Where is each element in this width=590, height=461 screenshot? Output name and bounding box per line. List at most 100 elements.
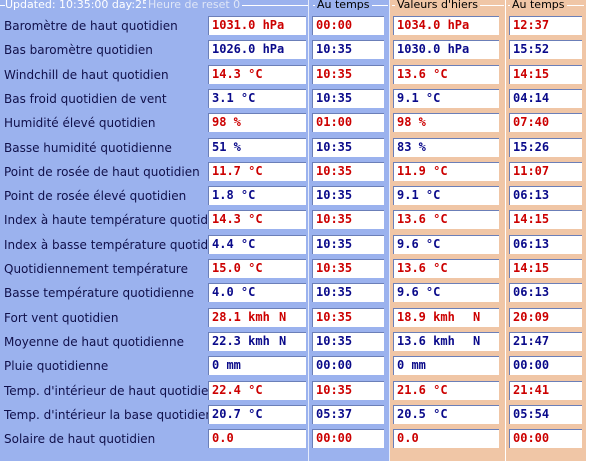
yesterday-time-cell: 00:00: [509, 356, 582, 376]
yesterday-value-cell: 83 %: [393, 137, 499, 157]
table-row: Point de rosée élevé quotidien 1.8 °C 10:3…: [0, 186, 590, 207]
today-value-cell-text: 14.3 °C: [212, 66, 263, 81]
today-value-cell-text: 3.1 °C: [212, 90, 256, 105]
today-time-cell: 10:35: [312, 331, 384, 351]
today-time-cell: 10:35: [312, 161, 384, 181]
today-value-cell-text: 98 %: [212, 115, 241, 130]
yesterday-value-cell-text: 13.6 °C: [397, 66, 448, 81]
yesterday-value-cell: 9.1 °C: [393, 186, 499, 206]
table-row: Windchill de haut quotidien 14.3 °C 10:35 1…: [0, 64, 590, 86]
today-value-cell: 28.1 kmh N: [208, 307, 306, 327]
table-row: Quotidiennement température 15.0 °C 10:35 1…: [0, 259, 590, 280]
yesterday-time-cell: 14:15: [509, 259, 582, 278]
today-time-cell-text: 01:00: [316, 115, 353, 130]
today-time-cell-text: 10:35: [316, 66, 353, 81]
yesterday-value-cell-text: 9.6 °C: [397, 236, 441, 251]
table-row: Basse humidité quotidienne 51 % 10:35 83 % 1…: [0, 137, 590, 159]
yesterday-value-cell-text: 9.1 °C: [397, 188, 441, 203]
today-value-cell-text: 0 mm: [212, 358, 241, 373]
yesterday-value-cell: 9.6 °C: [393, 283, 499, 303]
yesterday-value-cell-text: 20.5 °C: [397, 406, 448, 421]
today-time-header: Au temps: [315, 0, 372, 11]
yesterday-value-cell-text: 13.6 kmh: [397, 333, 455, 348]
yesterday-value-cell: 13.6 °C: [393, 210, 499, 230]
yesterday-value-cell: 18.9 kmh N: [393, 307, 499, 327]
today-value-cell: 22.3 kmh N: [208, 331, 306, 351]
yesterday-values-header: Valeurs d'hiers: [395, 0, 481, 11]
today-value-cell-text: 20.7 °C: [212, 406, 263, 421]
yesterday-value-cell: 1034.0 hPa: [393, 16, 499, 35]
today-value-cell-text: 14.3 °C: [212, 212, 263, 227]
yesterday-value-cell-text: 1030.0 hPa: [397, 42, 470, 57]
table-row: Fort vent quotidien 28.1 kmh N 10:35 18.9 km…: [0, 307, 590, 329]
yesterday-value-cell-text: 13.6 °C: [397, 212, 448, 227]
table-row: Point de rosée de haut quotidien 11.7 °C 1…: [0, 161, 590, 183]
labels-panel: [0, 0, 206, 461]
yesterday-time-cell: 20:09: [509, 307, 582, 327]
yesterday-value-cell-text: 21.6 °C: [397, 382, 448, 397]
table-row: Humidité élevé quotidien 98 % 01:00 98 % 07:…: [0, 113, 590, 134]
today-value-cell-text: 51 %: [212, 139, 241, 154]
row-label: Basse humidité quotidienne: [4, 140, 172, 155]
yesterday-time-cell-text: 14:15: [513, 212, 550, 227]
today-value-cell-text: 1026.0 hPa: [212, 42, 285, 57]
table-row: Index à basse température quotidien 4.4 °…: [0, 234, 590, 256]
row-label: Basse température quotidienne: [4, 286, 195, 301]
yesterday-time-cell-text: 20:09: [513, 309, 550, 324]
yesterday-value-cell-text: 9.6 °C: [397, 285, 441, 300]
yesterday-value-cell-text: 13.6 °C: [397, 261, 448, 275]
today-value-cell-text: 4.4 °C: [212, 236, 256, 251]
today-time-cell: 00:00: [312, 429, 384, 449]
today-value-cell-text: 1031.0 hPa: [212, 18, 285, 32]
today-time-cell-text: 10:35: [316, 139, 353, 154]
yesterday-time-cell: 14:15: [509, 210, 582, 230]
yesterday-time-cell: 15:52: [509, 40, 582, 60]
today-time-cell-text: 10:35: [316, 285, 353, 300]
yesterday-time-cell-text: 14:15: [513, 261, 550, 275]
today-time-cell-text: 00:00: [316, 358, 353, 373]
right-edge: [586, 0, 590, 461]
yesterday-time-cell-text: 15:26: [513, 139, 550, 154]
today-time-cell-text: 10:35: [316, 188, 353, 203]
yesterday-value-cell: 0.0: [393, 429, 499, 449]
yesterday-value-cell: 9.1 °C: [393, 88, 499, 108]
today-value-cell-text: 11.7 °C: [212, 163, 263, 178]
today-time-cell: 05:37: [312, 404, 384, 424]
yesterday-time-cell: 07:40: [509, 113, 582, 133]
yesterday-value-cell: 20.5 °C: [393, 404, 499, 424]
yesterday-value-cell-text: 1034.0 hPa: [397, 18, 470, 32]
today-time-cell: 10:35: [312, 234, 384, 254]
yesterday-value-cell-text: 0.0: [397, 431, 419, 446]
yesterday-value-cell-text: 83 %: [397, 139, 426, 154]
table-row: Solaire de haut quotidien 0.0 00:00 0.0 00:0…: [0, 429, 590, 450]
yesterday-time-cell-text: 12:37: [513, 18, 550, 32]
row-label: Point de rosée de haut quotidien: [4, 164, 200, 179]
yesterday-time-cell-text: 21:41: [513, 382, 550, 397]
row-label: Fort vent quotidien: [4, 310, 119, 325]
today-time-cell-text: 10:35: [316, 236, 353, 251]
yesterday-value-cell-text: 0 mm: [397, 358, 426, 373]
updated-caption: Updated: 10:35:00 day:25: [5, 0, 152, 11]
yesterday-time-header: Au temps: [510, 0, 567, 11]
today-time-cell: 10:35: [312, 380, 384, 400]
row-label: Pluie quotidienne: [4, 359, 109, 374]
yesterday-time-cell: 21:41: [509, 380, 582, 400]
today-value-cell: 51 %: [208, 137, 306, 157]
today-value-cell: 22.4 °C: [208, 380, 306, 400]
table-row: Basse température quotidienne 4.0 °C 10:35…: [0, 283, 590, 304]
yesterday-value-cell-text: 18.9 kmh: [397, 309, 455, 324]
yesterday-value-cell: 11.9 °C: [393, 161, 499, 181]
yesterday-value-cell: 98 %: [393, 113, 499, 133]
yesterday-value-cell: 0 mm: [393, 356, 499, 376]
yesterday-time-cell: 04:14: [509, 88, 582, 108]
table-row: Moyenne de haut quotidienne 22.3 kmh N 10:3…: [0, 331, 590, 353]
today-value-cell: 14.3 °C: [208, 64, 306, 84]
yesterday-time-cell-text: 00:00: [513, 431, 550, 446]
today-value-cell-text: 4.0 °C: [212, 285, 256, 300]
table-row: Pluie quotidienne 0 mm 00:00 0 mm 00:00: [0, 356, 590, 377]
today-time-cell-text: 10:35: [316, 163, 353, 178]
yesterday-value-cell: 13.6 °C: [393, 64, 499, 84]
today-time-cell-text: 10:35: [316, 333, 353, 348]
row-label: Baromètre de haut quotidien: [4, 19, 178, 33]
yesterday-time-cell: 15:26: [509, 137, 582, 157]
